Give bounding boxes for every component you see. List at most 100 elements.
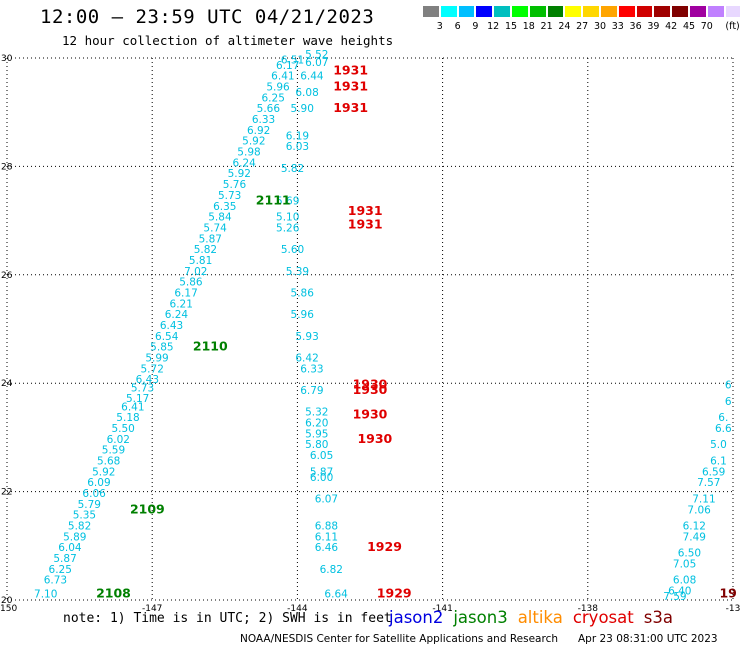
colorbar-label: (ft) bbox=[725, 21, 740, 32]
time-label: 1930 bbox=[353, 377, 388, 392]
colorbar-labels: 3 6 9 12 15 18 21 24 27 30 33 36 39 42 45 70 (ft) bbox=[422, 21, 740, 33]
wave-height-label: 5.0 bbox=[710, 439, 727, 451]
colorbar-swatch bbox=[493, 5, 511, 18]
time-label: 1929 bbox=[367, 539, 402, 554]
wave-height-label: 5.76 bbox=[223, 179, 247, 191]
legend-jason3: jason3 bbox=[453, 608, 508, 627]
satellite-legend: jason2 jason3 altika cryosat s3a bbox=[389, 608, 683, 627]
time-label: 19 bbox=[719, 585, 736, 600]
wave-height-label: 6.11 bbox=[315, 531, 338, 543]
wave-height-label: 5.73 bbox=[131, 382, 154, 394]
wave-height-label: 5.18 bbox=[116, 412, 139, 424]
wave-height-label: 6.24 bbox=[165, 309, 189, 321]
colorbar-label: 6 bbox=[454, 21, 461, 32]
wave-height-label: 6.73 bbox=[44, 575, 67, 587]
wave-height-label: 6.25 bbox=[262, 92, 285, 104]
wave-height-label: 5.52 bbox=[305, 49, 328, 61]
wave-height-label: 6.08 bbox=[673, 575, 696, 587]
wave-height-label: 7.49 bbox=[683, 531, 706, 543]
time-label: 1931 bbox=[333, 62, 368, 77]
wave-height-label: 6.51 bbox=[281, 54, 304, 66]
wave-height-label: 6.46 bbox=[315, 542, 339, 554]
colorbar-swatch bbox=[582, 5, 600, 18]
colorbar-swatch bbox=[564, 5, 583, 18]
y-tick-label: 22 bbox=[1, 488, 12, 498]
colorbar-swatch bbox=[635, 5, 654, 18]
wave-height-label: 6.35 bbox=[213, 201, 236, 213]
wave-height-label: 6.21 bbox=[170, 298, 193, 310]
x-tick-label: -13 bbox=[726, 604, 740, 614]
wave-height-label: 5.99 bbox=[145, 353, 168, 365]
wave-height-label: 7.57 bbox=[697, 477, 720, 489]
wave-height-label: 6.04 bbox=[58, 542, 82, 554]
wave-height-label: 6.02 bbox=[107, 434, 130, 446]
time-label: 2108 bbox=[96, 585, 131, 600]
wave-height-label: 5.26 bbox=[276, 222, 300, 234]
wave-height-label: 6.43 bbox=[160, 320, 183, 332]
colorbar-label: 12 bbox=[487, 21, 500, 32]
wave-height-label: 5.10 bbox=[276, 212, 299, 224]
wave-height-label: 6.12 bbox=[683, 521, 706, 533]
colorbar-label: 18 bbox=[522, 21, 535, 32]
colorbar-swatch bbox=[475, 5, 494, 18]
wave-height-label: 5.89 bbox=[63, 531, 86, 543]
wave-height-label: 5.68 bbox=[97, 456, 120, 468]
colorbar-label: 45 bbox=[682, 21, 696, 32]
wave-height-label: 7.10 bbox=[34, 588, 57, 600]
x-tick-label: -141 bbox=[432, 604, 452, 614]
colorbar-swatch bbox=[724, 5, 740, 18]
colorbar-label: 21 bbox=[540, 21, 553, 32]
wave-height-label: 5.81 bbox=[189, 255, 212, 267]
wave-height-label: 5.93 bbox=[295, 331, 318, 343]
y-tick-label: 30 bbox=[1, 54, 13, 64]
wave-height-label: 6.54 bbox=[155, 331, 179, 343]
time-label: 1930 bbox=[353, 406, 388, 421]
wave-height-label: 5.80 bbox=[305, 439, 328, 451]
wave-height-label: 6.17 bbox=[276, 60, 299, 72]
colorbar-label: 15 bbox=[504, 21, 518, 32]
colorbar-swatch bbox=[439, 5, 458, 18]
chart-title: 12:00 — 23:59 UTC 04/21/2023 bbox=[40, 6, 375, 28]
colorbar-label: 42 bbox=[665, 21, 678, 32]
wave-height-label: 7.59 bbox=[663, 591, 686, 603]
colorbar-label: 39 bbox=[647, 21, 660, 32]
wave-height-label: 5.73 bbox=[218, 190, 241, 202]
wave-height-label: 7.02 bbox=[184, 266, 207, 278]
wave-height-label: 5.60 bbox=[281, 244, 304, 256]
wave-height-label: 5.82 bbox=[68, 521, 91, 533]
wave-height-label: 7.11 bbox=[692, 493, 715, 505]
x-tick-label: -147 bbox=[142, 604, 162, 614]
colorbar-label: 24 bbox=[558, 21, 571, 32]
grid-layer bbox=[6, 57, 734, 601]
y-tick-label: 20 bbox=[1, 596, 13, 606]
colorbar-label: 30 bbox=[593, 21, 607, 32]
wave-height-label: 5.17 bbox=[126, 393, 149, 405]
axis-layer: 20 22 24 26 28 30 -150 -147 -144 -141 -138 -13 bbox=[0, 54, 740, 614]
wave-height-label: 6.88 bbox=[315, 521, 338, 533]
x-tick-label: -144 bbox=[287, 604, 308, 614]
wave-height-label: 5.82 bbox=[194, 244, 217, 256]
x-tick-label: -138 bbox=[578, 604, 599, 614]
wave-height-label: 5.87 bbox=[53, 553, 76, 565]
wave-height-label: 7.05 bbox=[673, 558, 696, 570]
wave-height-label: 6.43 bbox=[136, 374, 159, 386]
wave-height-label: 6.92 bbox=[247, 125, 270, 137]
wave-height-label: 5.50 bbox=[111, 423, 134, 435]
wave-height-label: 6.50 bbox=[678, 548, 701, 560]
colorbar-label: 36 bbox=[629, 21, 642, 32]
wave-height-label: 5.98 bbox=[237, 147, 260, 159]
footer-timestamp: Apr 23 08:31:00 UTC 2023 bbox=[578, 633, 718, 645]
wave-height-label: 6.25 bbox=[49, 564, 72, 576]
time-label: 1930 bbox=[357, 431, 392, 446]
wave-height-label: 6.42 bbox=[295, 353, 318, 365]
legend-cryosat: cryosat bbox=[572, 608, 634, 627]
wave-height-label: 5.96 bbox=[266, 82, 290, 94]
wave-height-label: 5.95 bbox=[305, 428, 328, 440]
x-tick-label: -150 bbox=[0, 604, 17, 614]
colorbar-swatch bbox=[688, 5, 707, 18]
wave-height-label: 5.96 bbox=[291, 309, 315, 321]
wave-height-label: 5.59 bbox=[102, 445, 125, 457]
time-label: 1931 bbox=[333, 79, 368, 94]
time-label: 2110 bbox=[193, 339, 228, 354]
